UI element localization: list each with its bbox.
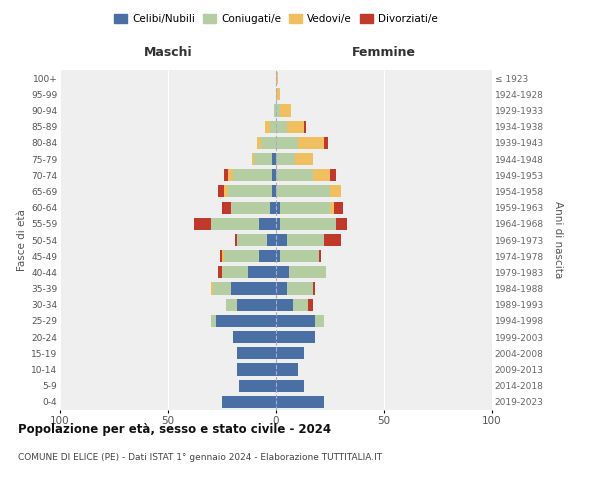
Text: Femmine: Femmine xyxy=(352,46,416,59)
Bar xyxy=(313,282,315,294)
Bar xyxy=(272,169,276,181)
Bar xyxy=(261,137,276,149)
Bar xyxy=(276,315,315,327)
Bar xyxy=(289,266,326,278)
Bar xyxy=(276,104,280,117)
Bar xyxy=(276,72,278,84)
Bar xyxy=(220,250,222,262)
Bar xyxy=(334,202,343,213)
Bar xyxy=(276,218,280,230)
Bar xyxy=(248,266,276,278)
Bar xyxy=(233,169,272,181)
Bar xyxy=(235,234,237,246)
Bar xyxy=(276,396,323,408)
Bar xyxy=(214,282,230,294)
Bar xyxy=(222,202,230,213)
Bar xyxy=(218,266,222,278)
Bar xyxy=(222,250,224,262)
Bar xyxy=(237,364,276,376)
Bar xyxy=(276,153,295,165)
Bar xyxy=(315,315,323,327)
Bar xyxy=(194,218,211,230)
Bar xyxy=(319,250,322,262)
Bar xyxy=(280,202,330,213)
Bar xyxy=(287,282,313,294)
Bar xyxy=(298,137,323,149)
Bar xyxy=(280,250,319,262)
Bar xyxy=(252,153,254,165)
Bar xyxy=(330,202,334,213)
Bar xyxy=(230,282,276,294)
Bar xyxy=(224,186,229,198)
Bar xyxy=(276,282,287,294)
Bar xyxy=(276,169,313,181)
Bar xyxy=(330,169,337,181)
Bar xyxy=(337,218,347,230)
Bar xyxy=(229,186,272,198)
Bar xyxy=(276,331,315,343)
Bar xyxy=(287,120,304,132)
Bar xyxy=(276,234,287,246)
Bar xyxy=(218,186,224,198)
Bar xyxy=(268,234,276,246)
Bar xyxy=(229,169,233,181)
Bar xyxy=(215,315,276,327)
Bar xyxy=(276,298,293,311)
Bar xyxy=(280,104,291,117)
Bar xyxy=(211,218,259,230)
Bar xyxy=(269,120,276,132)
Bar xyxy=(265,120,269,132)
Bar xyxy=(224,250,259,262)
Bar xyxy=(276,186,330,198)
Text: Maschi: Maschi xyxy=(143,46,193,59)
Bar xyxy=(276,120,287,132)
Bar xyxy=(224,169,229,181)
Y-axis label: Anni di nascita: Anni di nascita xyxy=(553,202,563,278)
Bar xyxy=(237,348,276,360)
Bar xyxy=(237,234,268,246)
Bar xyxy=(276,266,289,278)
Bar xyxy=(222,266,248,278)
Bar xyxy=(257,137,261,149)
Bar xyxy=(272,153,276,165)
Bar xyxy=(222,396,276,408)
Bar xyxy=(230,202,269,213)
Bar xyxy=(276,380,304,392)
Bar xyxy=(280,218,337,230)
Bar xyxy=(304,120,306,132)
Bar xyxy=(269,202,276,213)
Bar xyxy=(237,298,276,311)
Bar xyxy=(276,250,280,262)
Bar xyxy=(259,250,276,262)
Bar xyxy=(211,315,215,327)
Bar xyxy=(295,153,313,165)
Bar xyxy=(211,282,214,294)
Bar xyxy=(276,88,280,101)
Bar xyxy=(239,380,276,392)
Bar xyxy=(308,298,313,311)
Bar xyxy=(276,137,298,149)
Bar xyxy=(276,364,298,376)
Y-axis label: Fasce di età: Fasce di età xyxy=(17,209,27,271)
Bar xyxy=(323,137,328,149)
Bar xyxy=(293,298,308,311)
Bar xyxy=(276,348,304,360)
Text: COMUNE DI ELICE (PE) - Dati ISTAT 1° gennaio 2024 - Elaborazione TUTTITALIA.IT: COMUNE DI ELICE (PE) - Dati ISTAT 1° gen… xyxy=(18,452,382,462)
Bar xyxy=(313,169,330,181)
Bar xyxy=(287,234,323,246)
Bar xyxy=(254,153,272,165)
Legend: Celibi/Nubili, Coniugati/e, Vedovi/e, Divorziati/e: Celibi/Nubili, Coniugati/e, Vedovi/e, Di… xyxy=(110,10,442,29)
Bar xyxy=(330,186,341,198)
Bar xyxy=(259,218,276,230)
Bar xyxy=(272,186,276,198)
Bar xyxy=(226,298,237,311)
Text: Popolazione per età, sesso e stato civile - 2024: Popolazione per età, sesso e stato civil… xyxy=(18,422,331,436)
Bar xyxy=(233,331,276,343)
Bar xyxy=(276,202,280,213)
Bar xyxy=(323,234,341,246)
Bar xyxy=(274,104,276,117)
